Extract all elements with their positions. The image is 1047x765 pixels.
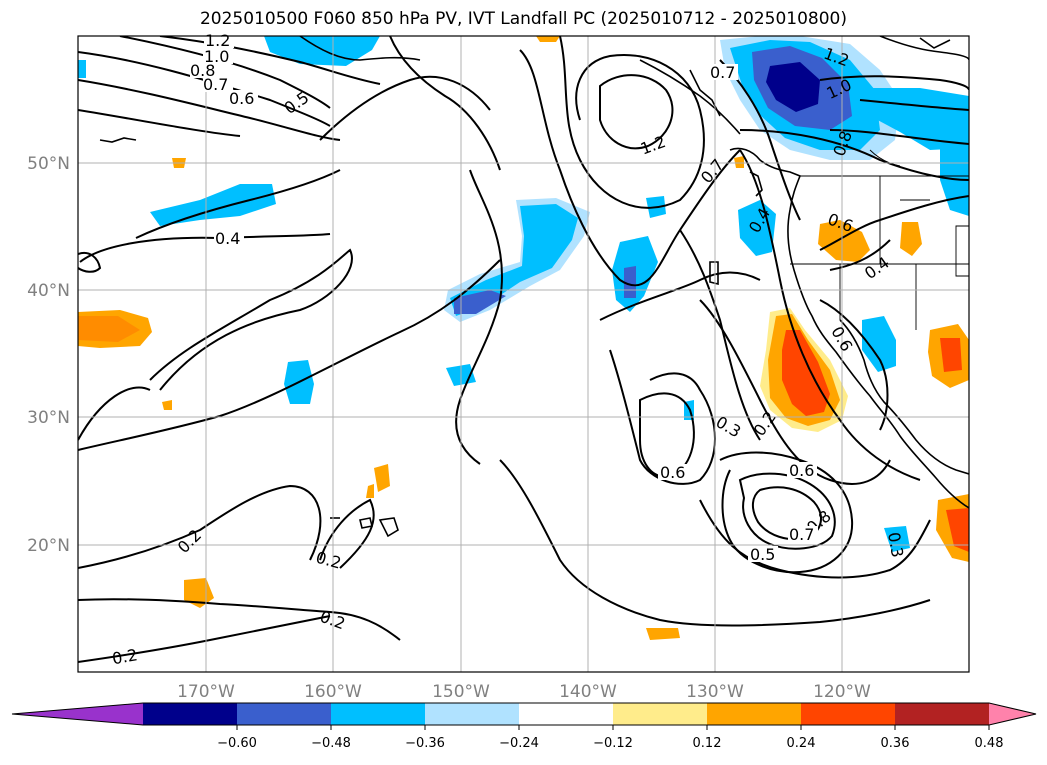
latitude-labels: 50°N 40°N 30°N 20°N xyxy=(27,154,70,556)
contour-label: 0.5 xyxy=(281,88,313,118)
contour-label: 1.0 xyxy=(204,47,229,66)
contour-label: 1.2 xyxy=(638,132,668,159)
contour-label: 0.7 xyxy=(789,525,814,544)
lat-label: 50°N xyxy=(27,154,70,174)
colorbar-segment xyxy=(707,703,802,725)
map-frame xyxy=(77,35,970,673)
longitude-labels: 170°W 160°W 150°W 140°W 130°W 120°W xyxy=(177,682,871,702)
pv-contours xyxy=(78,36,969,663)
borders xyxy=(790,149,969,330)
colorbar-tick-label: 0.48 xyxy=(975,736,1004,751)
contour-label: 0.5 xyxy=(750,545,775,564)
colorbar-tick-label: −0.60 xyxy=(217,736,257,751)
colorbar-segment xyxy=(143,703,238,725)
contour-label: 0.2 xyxy=(314,548,344,573)
colorbar-tick-label: −0.36 xyxy=(405,736,445,751)
contour-label: 0.2 xyxy=(111,645,139,668)
contour-label: 0.2 xyxy=(317,607,347,634)
contour-label: 0.8 xyxy=(190,61,215,80)
graticule xyxy=(78,36,969,672)
contour-label: 0.6 xyxy=(789,461,814,480)
colorbar: −0.60 −0.48 −0.36 −0.24 −0.12 0.12 0.24 0.36 0.4… xyxy=(11,702,1037,751)
colorbar-segment xyxy=(519,703,614,725)
contour-label: 0.6 xyxy=(660,463,685,482)
contour-label: 0.6 xyxy=(827,323,856,355)
lon-label: 160°W xyxy=(304,682,362,702)
colorbar-segment xyxy=(895,703,990,725)
lon-label: 130°W xyxy=(686,682,744,702)
contour-label: 0.6 xyxy=(229,89,254,108)
colorbar-extend-high xyxy=(989,703,1036,725)
colorbar-tick-label: −0.24 xyxy=(499,736,539,751)
lon-label: 120°W xyxy=(813,682,871,702)
lat-label: 20°N xyxy=(27,536,70,556)
contour-label: 0.3 xyxy=(884,531,907,559)
lon-label: 140°W xyxy=(559,682,617,702)
colorbar-segment xyxy=(613,703,708,725)
lat-label: 30°N xyxy=(27,408,70,428)
colorbar-tick-label: −0.12 xyxy=(593,736,633,751)
lon-label: 150°W xyxy=(432,682,490,702)
colorbar-tick-label: 0.24 xyxy=(787,736,816,751)
colorbar-tick-label: 0.12 xyxy=(693,736,722,751)
contour-label: 0.7 xyxy=(203,75,228,94)
colorbar-segment xyxy=(237,703,332,725)
contour-label: 0.4 xyxy=(215,229,240,248)
lon-label: 170°W xyxy=(177,682,235,702)
colorbar-outline xyxy=(11,702,1037,726)
contour-label: 0.7 xyxy=(710,63,735,82)
colorbar-segment xyxy=(801,703,896,725)
coastlines xyxy=(99,36,969,538)
colorbar-tick-label: −0.48 xyxy=(311,736,351,751)
colorbar-segment xyxy=(331,703,426,725)
negative-anomaly-fills xyxy=(78,36,969,552)
colorbar-extend-low xyxy=(12,703,143,725)
colorbar-tick-label: 0.36 xyxy=(881,736,910,751)
map-title: 2025010500 F060 850 hPa PV, IVT Landfall… xyxy=(199,9,847,29)
colorbar-segment xyxy=(425,703,520,725)
lat-label: 40°N xyxy=(27,281,70,301)
